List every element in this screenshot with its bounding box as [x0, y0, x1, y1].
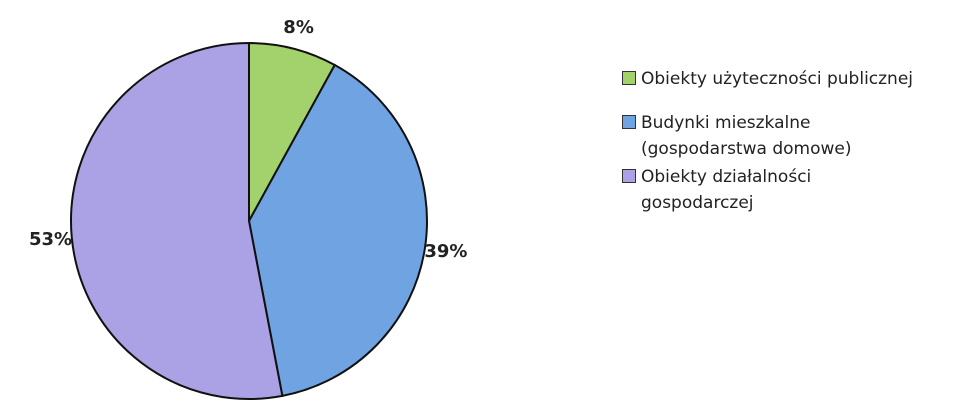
legend-swatch: [622, 71, 636, 85]
legend-swatch: [622, 169, 636, 183]
pie-slice: [70, 41, 284, 400]
legend-swatch: [622, 115, 636, 129]
legend-item: Budynki mieszkalne (gospodarstwa domowe): [622, 110, 913, 162]
legend-item: Obiekty użyteczności publicznej: [622, 66, 913, 92]
legend-label: Obiekty działalności gospodarczej: [641, 167, 812, 213]
pie-slice: [248, 41, 337, 222]
data-label: 39%: [424, 241, 467, 262]
legend-item: Obiekty działalności gospodarczej: [622, 164, 913, 216]
data-label: 53%: [29, 229, 72, 250]
pie-slice: [247, 63, 428, 398]
legend: Obiekty użyteczności publicznej Budynki m…: [622, 66, 913, 228]
data-label: 8%: [283, 17, 314, 38]
legend-label: Budynki mieszkalne (gospodarstwa domowe): [641, 113, 852, 159]
legend-label: Obiekty użyteczności publicznej: [641, 69, 914, 89]
